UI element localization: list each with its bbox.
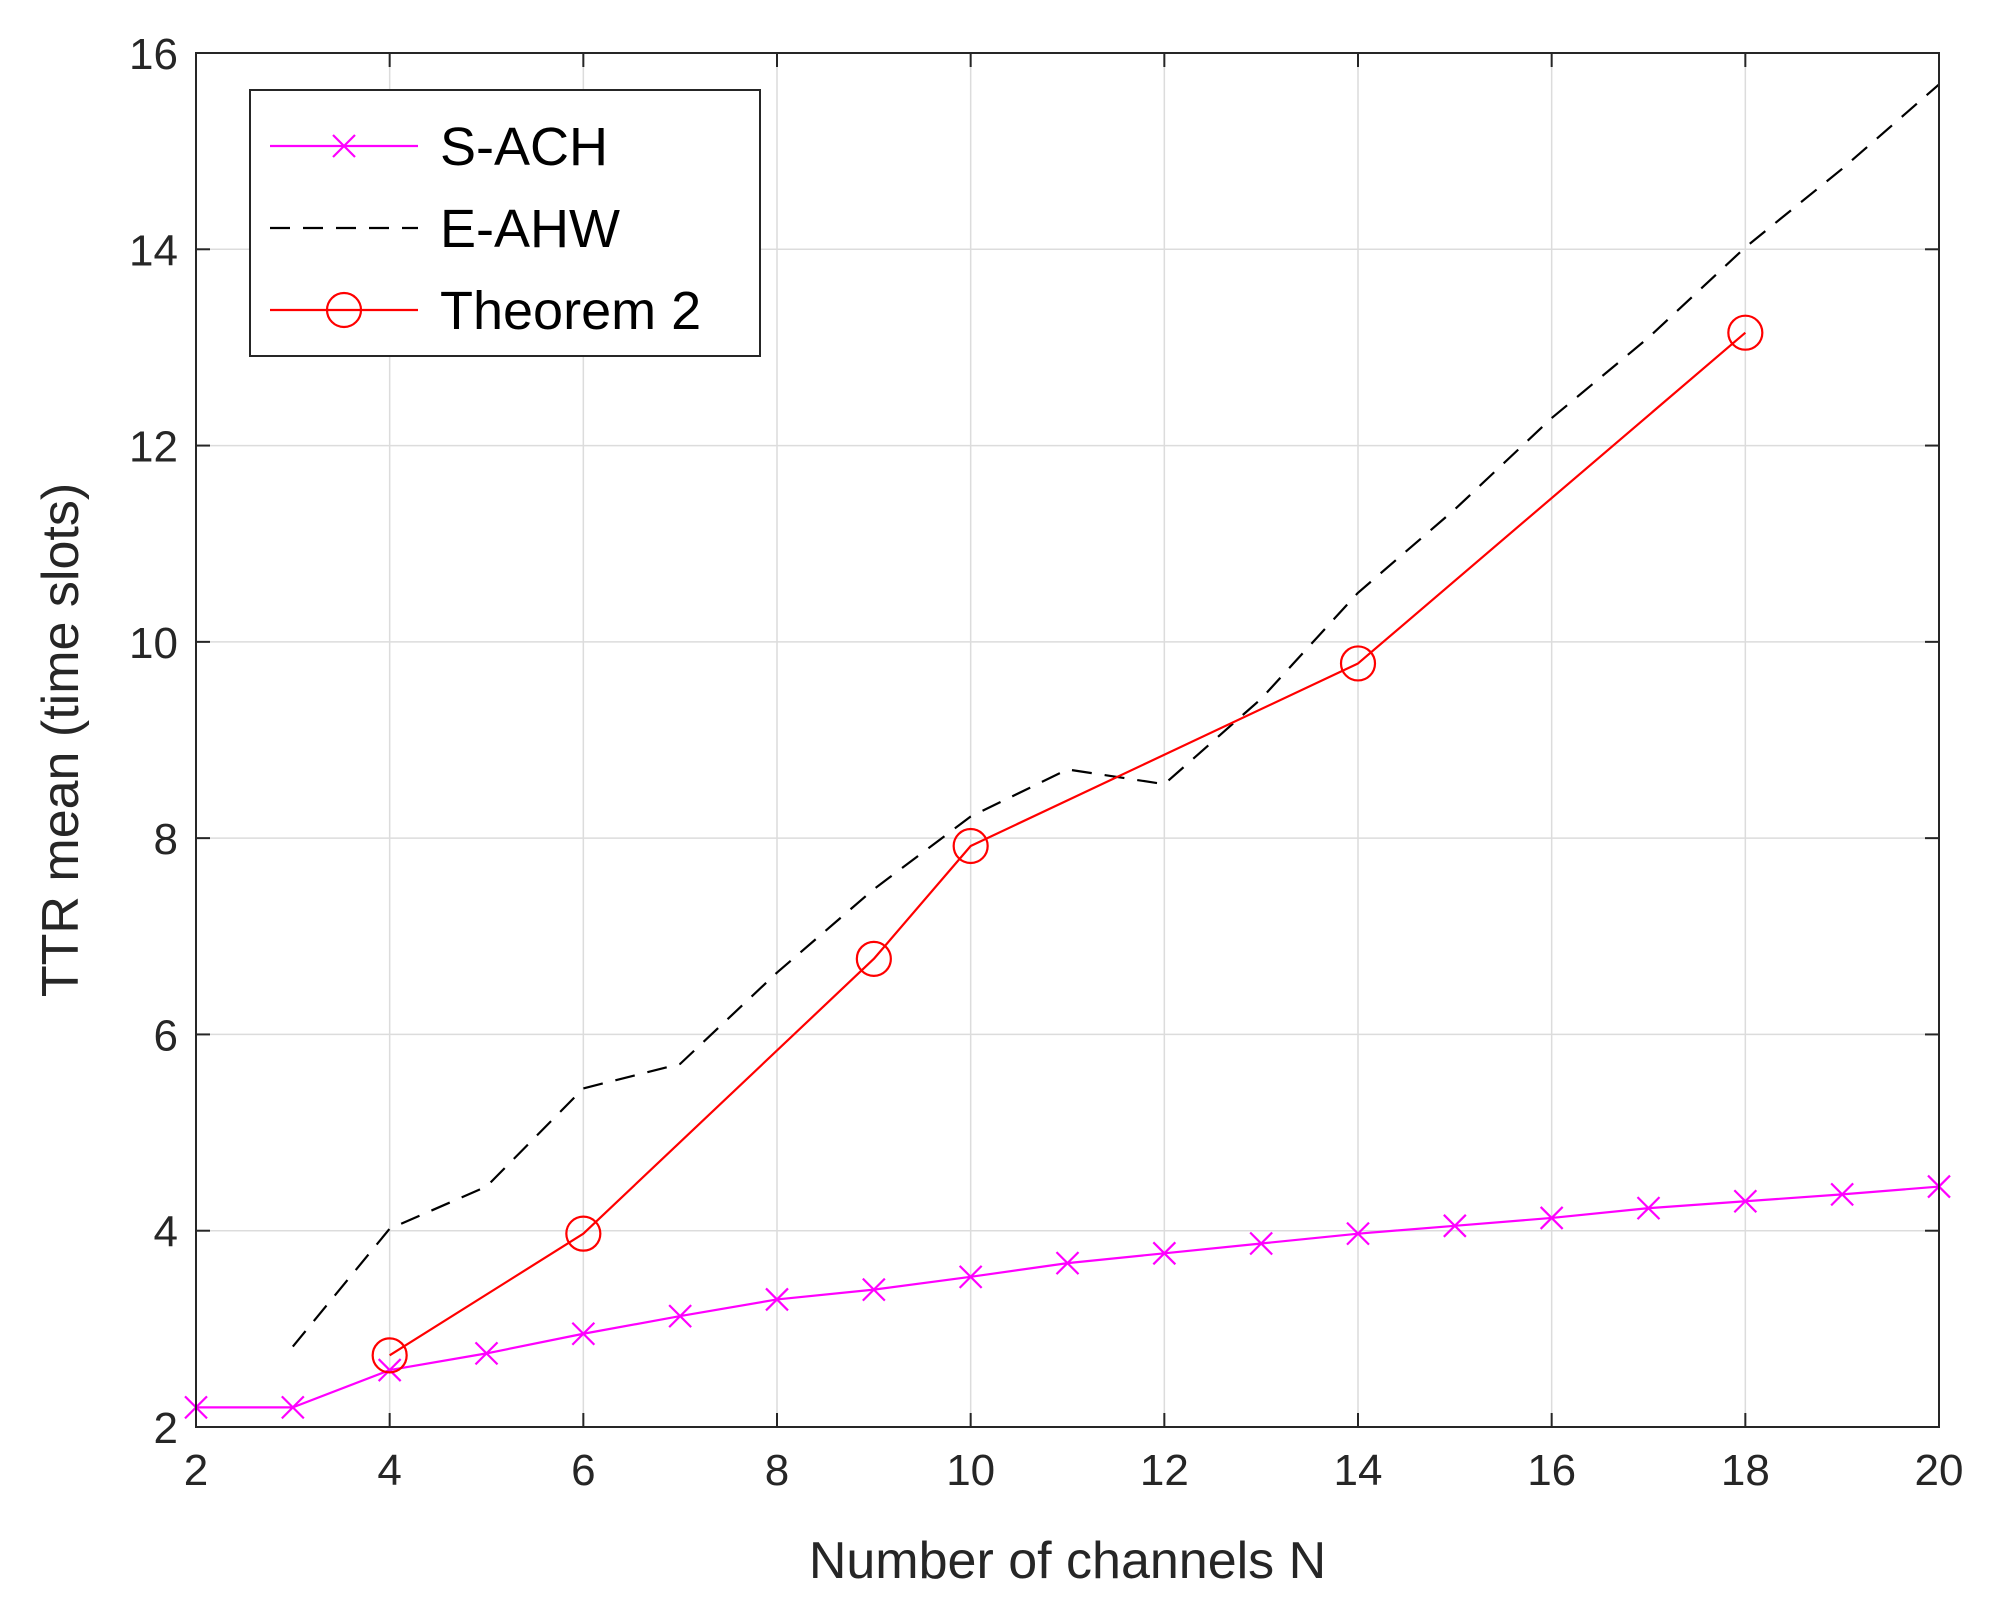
- legend-box: [249, 89, 761, 357]
- data-point-s-ach: [1636, 1196, 1661, 1220]
- x-tick-label: 8: [765, 1446, 789, 1495]
- series-line-theorem-2: [389, 331, 1747, 1357]
- legend-marker-s-ach: [332, 134, 356, 158]
- y-axis-label: TTR mean (time slots): [32, 483, 90, 997]
- data-point-s-ach: [765, 1287, 789, 1312]
- series-theorem-2: [371, 314, 1764, 1374]
- x-tick-label: 16: [1527, 1446, 1576, 1495]
- data-point-theorem-2: [371, 1337, 408, 1374]
- data-point-theorem-2: [855, 940, 892, 977]
- x-tick-label: 10: [946, 1446, 995, 1495]
- data-point-s-ach: [1152, 1241, 1177, 1266]
- data-point-theorem-2: [565, 1215, 602, 1252]
- data-point-s-ach: [474, 1341, 499, 1366]
- axes-frame: [195, 52, 1940, 1428]
- x-tick-label: 20: [1915, 1446, 1964, 1495]
- x-tick-label: 4: [377, 1446, 401, 1495]
- legend-label-s-ach: S-ACH: [440, 117, 608, 177]
- x-tick-label: 2: [184, 1446, 208, 1495]
- y-tick-label: 4: [154, 1208, 178, 1257]
- data-point-s-ach: [1539, 1206, 1564, 1230]
- x-tick-label: 18: [1721, 1446, 1770, 1495]
- data-point-theorem-2: [1339, 645, 1377, 682]
- x-tick-label: 6: [571, 1446, 595, 1495]
- data-point-s-ach: [1055, 1251, 1080, 1275]
- data-point-theorem-2: [952, 827, 989, 865]
- series-layer: [184, 83, 1951, 1420]
- legend-label-theorem-2: Theorem 2: [440, 281, 701, 341]
- series-s-ach: [184, 1174, 1951, 1420]
- y-tick-label: 12: [129, 423, 178, 472]
- data-point-s-ach: [1249, 1231, 1273, 1256]
- data-point-s-ach: [1443, 1214, 1467, 1238]
- legend: S-ACH E-AHW Theorem 2: [249, 89, 761, 357]
- data-point-s-ach: [862, 1277, 886, 1302]
- legend-label-e-ahw: E-AHW: [440, 199, 620, 259]
- data-point-theorem-2: [1727, 314, 1764, 351]
- ticks: 2 4 6 8 10 12 14 16 18 20 2 4 6 8 10 12 14 16: [129, 30, 1963, 1495]
- x-axis-label: Number of channels N: [809, 1532, 1326, 1590]
- x-tick-label: 14: [1334, 1446, 1383, 1495]
- data-point-s-ach: [958, 1265, 983, 1289]
- y-tick-label: 6: [154, 1011, 178, 1060]
- legend-marker-theorem-2: [325, 291, 363, 329]
- data-point-s-ach: [1346, 1221, 1370, 1246]
- data-point-s-ach: [668, 1304, 692, 1328]
- data-point-s-ach: [571, 1321, 596, 1346]
- data-point-s-ach: [1733, 1189, 1758, 1214]
- x-tick-label: 12: [1140, 1446, 1189, 1495]
- y-tick-label: 16: [129, 30, 178, 79]
- y-tick-label: 8: [154, 815, 178, 864]
- data-point-s-ach: [377, 1358, 402, 1382]
- y-tick-label: 2: [154, 1404, 178, 1453]
- y-tick-label: 10: [129, 619, 178, 668]
- data-point-s-ach: [1830, 1182, 1854, 1207]
- data-point-s-ach: [281, 1395, 305, 1420]
- y-tick-label: 14: [129, 226, 178, 275]
